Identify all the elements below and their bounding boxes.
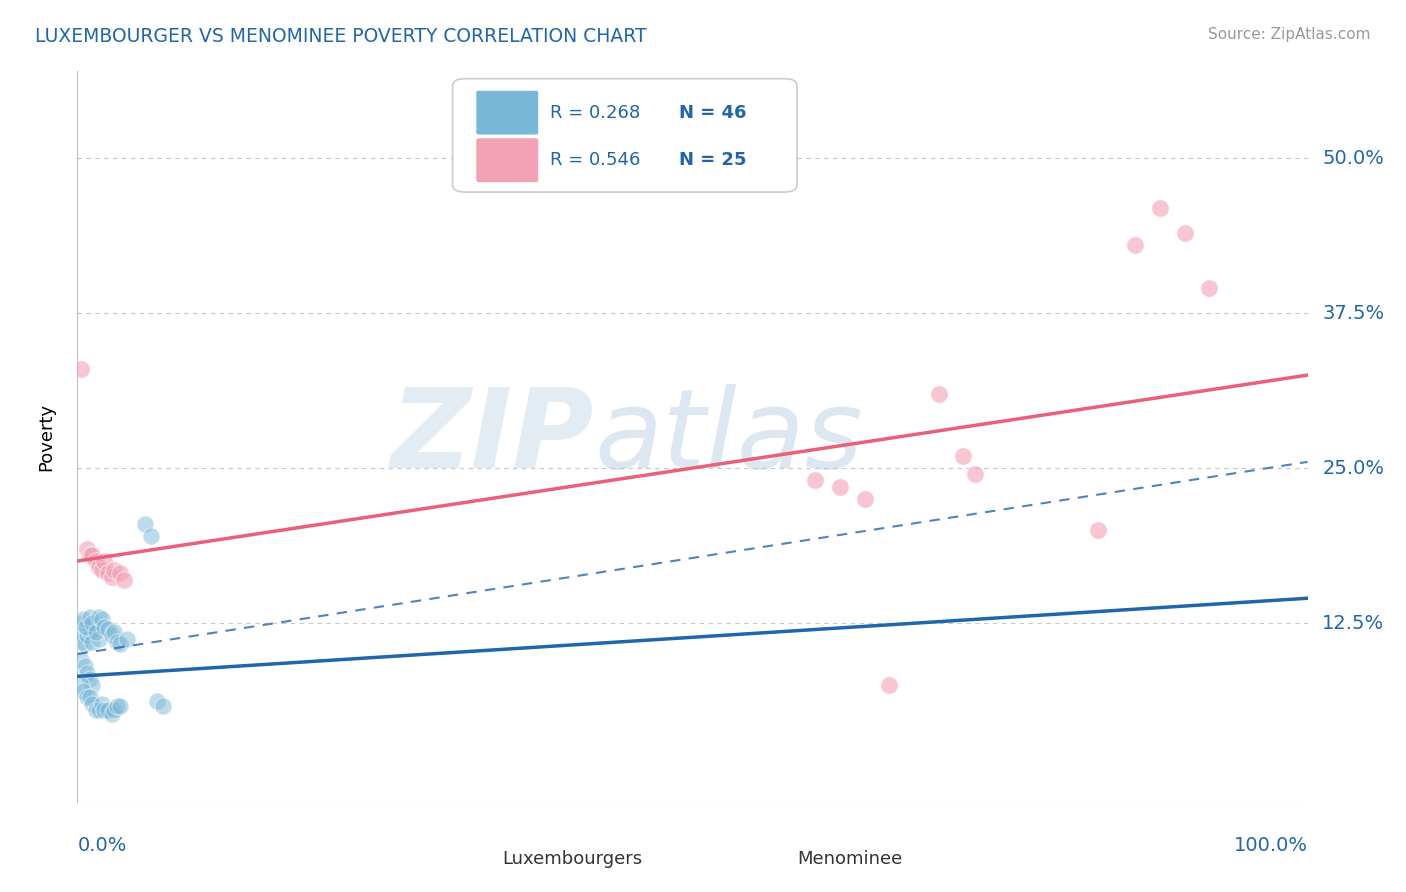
Point [134, 516, 156, 531]
Text: 100.0%: 100.0% [1233, 836, 1308, 855]
Point [830, 480, 852, 494]
Point [1198, 281, 1220, 295]
Point [1149, 201, 1171, 215]
Text: R = 0.268: R = 0.268 [550, 103, 640, 121]
Point [72, 684, 94, 698]
Text: N = 25: N = 25 [679, 152, 747, 169]
Point [141, 529, 163, 543]
Point [103, 563, 125, 577]
Point [97, 622, 120, 636]
Point [93, 703, 115, 717]
Point [90, 612, 114, 626]
Point [70, 678, 93, 692]
Point [69, 634, 91, 648]
Point [965, 467, 987, 482]
Point [103, 703, 125, 717]
Text: Source: ZipAtlas.com: Source: ZipAtlas.com [1208, 27, 1371, 42]
Text: N = 46: N = 46 [679, 103, 747, 121]
Point [76, 628, 98, 642]
Point [853, 491, 876, 506]
Point [70, 362, 93, 376]
Point [73, 659, 96, 673]
Point [110, 637, 132, 651]
Point [90, 697, 114, 711]
Point [76, 541, 98, 556]
Text: Menominee: Menominee [797, 850, 903, 868]
Point [70, 615, 93, 630]
Point [101, 628, 124, 642]
Point [97, 703, 120, 717]
Point [79, 690, 101, 705]
Point [90, 563, 114, 577]
Point [928, 386, 950, 401]
Point [72, 612, 94, 626]
Point [82, 697, 104, 711]
Text: Poverty: Poverty [38, 403, 56, 471]
Point [84, 624, 107, 639]
Point [103, 624, 125, 639]
Text: 25.0%: 25.0% [1323, 458, 1385, 477]
Point [79, 672, 101, 686]
FancyBboxPatch shape [443, 846, 496, 873]
FancyBboxPatch shape [477, 138, 538, 183]
Point [75, 620, 97, 634]
Point [1125, 238, 1147, 252]
Point [105, 634, 128, 648]
FancyBboxPatch shape [477, 90, 538, 135]
Point [76, 690, 98, 705]
Point [79, 624, 101, 639]
Point [112, 573, 135, 587]
Point [89, 610, 111, 624]
Text: 0.0%: 0.0% [77, 836, 127, 855]
Point [76, 665, 98, 680]
Point [89, 560, 111, 574]
Point [84, 554, 107, 568]
Point [152, 699, 174, 714]
Point [79, 610, 101, 624]
Point [93, 620, 115, 634]
Text: Luxembourgers: Luxembourgers [502, 850, 643, 868]
Text: 50.0%: 50.0% [1323, 149, 1385, 168]
Point [73, 637, 96, 651]
Text: ZIP: ZIP [391, 384, 595, 491]
Point [1174, 226, 1197, 240]
Point [84, 703, 107, 717]
Point [101, 706, 124, 721]
Point [101, 570, 124, 584]
Text: 37.5%: 37.5% [1323, 303, 1385, 323]
Point [879, 678, 901, 692]
Text: LUXEMBOURGER VS MENOMINEE POVERTY CORRELATION CHART: LUXEMBOURGER VS MENOMINEE POVERTY CORREL… [35, 27, 647, 45]
FancyBboxPatch shape [738, 846, 792, 873]
Point [110, 699, 132, 714]
Point [952, 449, 974, 463]
Point [146, 694, 169, 708]
Text: atlas: atlas [595, 384, 863, 491]
Point [70, 628, 93, 642]
Point [82, 615, 104, 630]
Point [804, 474, 827, 488]
Text: 12.5%: 12.5% [1323, 614, 1385, 632]
Text: R = 0.546: R = 0.546 [550, 152, 640, 169]
Point [97, 566, 120, 581]
Point [110, 566, 132, 581]
Point [70, 653, 93, 667]
Point [79, 548, 101, 562]
Point [82, 678, 104, 692]
Point [1087, 523, 1109, 537]
Point [84, 622, 107, 636]
Point [105, 699, 128, 714]
Point [82, 548, 104, 562]
Point [82, 634, 104, 648]
FancyBboxPatch shape [453, 78, 797, 192]
Point [93, 554, 115, 568]
Point [89, 703, 111, 717]
Point [89, 632, 111, 647]
Point [115, 632, 138, 647]
